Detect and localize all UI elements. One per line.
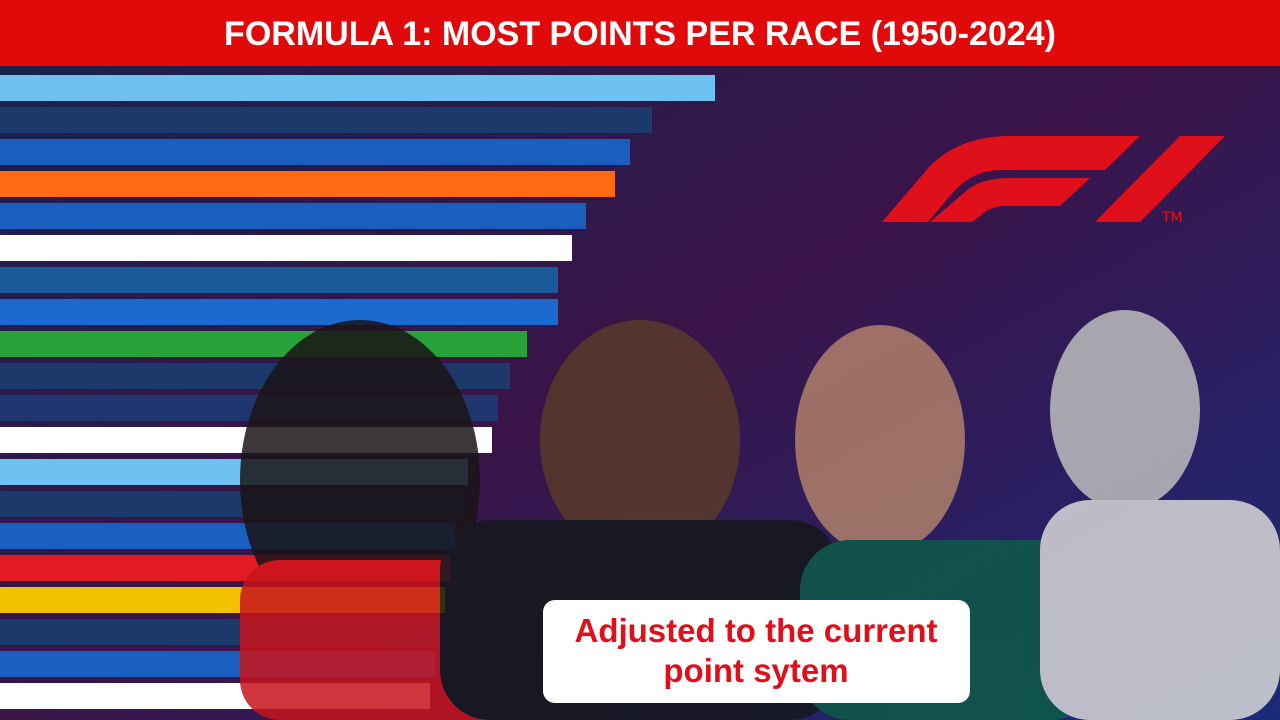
photo-placeholder [540, 320, 740, 560]
bar [0, 203, 586, 229]
photo-placeholder [795, 325, 965, 555]
annotation: point sytem [663, 652, 848, 689]
logo-mark: TM [1161, 210, 1183, 226]
f1-logo [882, 136, 1225, 222]
logo-stroke [882, 136, 1140, 222]
bar [0, 139, 630, 165]
bar [0, 331, 527, 357]
bar [0, 171, 615, 197]
photo-placeholder [1050, 310, 1200, 510]
logo-stroke [930, 178, 1090, 222]
annotation-box [543, 600, 970, 703]
bar [0, 75, 715, 101]
bar [0, 107, 652, 133]
title-bar [0, 0, 1280, 66]
chart-title: FORMULA 1: MOST POINTS PER RACE (1950-20… [224, 15, 1056, 53]
bar [0, 299, 558, 325]
annotation: Adjusted to the current [574, 612, 937, 649]
logo-stroke [1095, 136, 1225, 222]
bar [0, 235, 572, 261]
photo-placeholder [1040, 500, 1280, 720]
bar [0, 267, 558, 293]
